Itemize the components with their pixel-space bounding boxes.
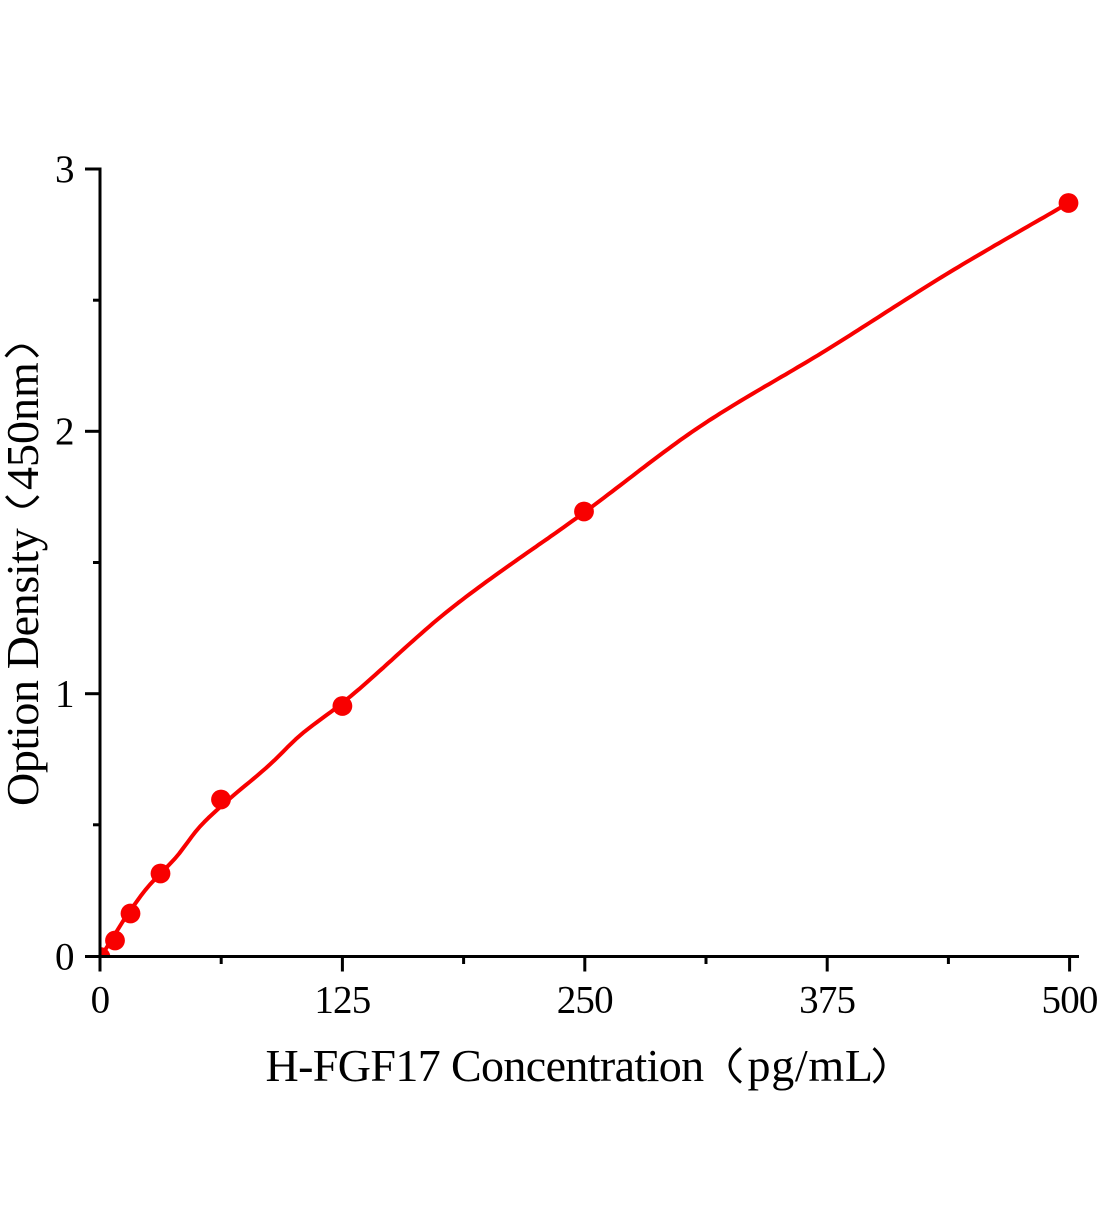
svg-text:500: 500 [1042,979,1098,1022]
svg-text:H-FGF17 Concentration: H-FGF17 Concentration [266,1040,705,1091]
svg-text:0: 0 [55,935,75,978]
svg-text:125: 125 [314,979,370,1022]
svg-text:Option Density: Option Density [0,528,48,806]
svg-text:1: 1 [55,673,75,716]
svg-text:375: 375 [799,979,855,1022]
svg-text:pg/mL: pg/mL [748,1040,874,1091]
svg-text:0: 0 [91,979,110,1022]
svg-text:250: 250 [557,979,613,1022]
svg-text:450nm: 450nm [0,362,48,490]
svg-text:2: 2 [55,410,75,453]
svg-text:3: 3 [55,148,75,191]
